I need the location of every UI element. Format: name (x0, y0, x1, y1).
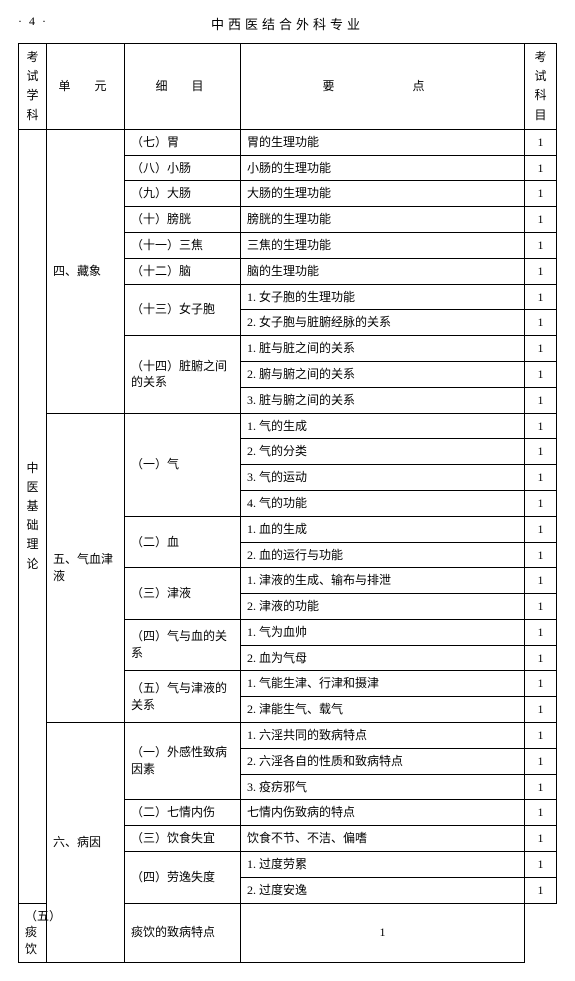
detail-cell: （十一）三焦 (125, 232, 241, 258)
kemu-cell: 1 (525, 413, 557, 439)
unit-cell: 五、气血津液 (47, 413, 125, 723)
point-cell: 1. 气的生成 (241, 413, 525, 439)
kemu-cell: 1 (525, 877, 557, 903)
point-cell: 1. 六淫共同的致病特点 (241, 723, 525, 749)
kemu-cell: 1 (525, 387, 557, 413)
detail-cell: （十四）脏腑之间的关系 (125, 336, 241, 413)
kemu-cell: 1 (525, 542, 557, 568)
point-cell: 痰饮的致病特点 (125, 903, 241, 962)
point-cell: 1. 女子胞的生理功能 (241, 284, 525, 310)
table-row: 六、病因 （一）外感性致病因素 1. 六淫共同的致病特点 1 (19, 723, 557, 749)
subject-cell: 中医基础理论 (19, 129, 47, 903)
point-cell: 1. 过度劳累 (241, 852, 525, 878)
kemu-cell: 1 (525, 516, 557, 542)
detail-cell: （七）胃 (125, 129, 241, 155)
kemu-cell: 1 (525, 774, 557, 800)
point-cell: 3. 脏与腑之间的关系 (241, 387, 525, 413)
detail-cell: （二）七情内伤 (125, 800, 241, 826)
point-cell: 2. 过度安逸 (241, 877, 525, 903)
kemu-cell: 1 (525, 439, 557, 465)
kemu-cell: 1 (525, 155, 557, 181)
point-cell: 3. 疫疠邪气 (241, 774, 525, 800)
point-cell: 2. 六淫各自的性质和致病特点 (241, 748, 525, 774)
kemu-cell: 1 (525, 490, 557, 516)
kemu-cell: 1 (525, 465, 557, 491)
point-cell: 2. 气的分类 (241, 439, 525, 465)
point-cell: 2. 血的运行与功能 (241, 542, 525, 568)
kemu-cell: 1 (525, 800, 557, 826)
col-header-kemu: 考试科目 (525, 44, 557, 130)
detail-cell: （三）津液 (125, 568, 241, 620)
detail-cell: （五）痰饮 (19, 903, 47, 962)
point-cell: 3. 气的运动 (241, 465, 525, 491)
point-cell: 脑的生理功能 (241, 258, 525, 284)
point-cell: 饮食不节、不洁、偏嗜 (241, 826, 525, 852)
table-row: 五、气血津液 （一）气 1. 气的生成 1 (19, 413, 557, 439)
page-title: 中西医结合外科专业 (211, 17, 364, 32)
point-cell: 1. 气能生津、行津和摄津 (241, 671, 525, 697)
point-cell: 4. 气的功能 (241, 490, 525, 516)
kemu-cell: 1 (525, 619, 557, 645)
col-header-unit: 单 元 (47, 44, 125, 130)
unit-cell: 四、藏象 (47, 129, 125, 413)
detail-cell: （九）大肠 (125, 181, 241, 207)
kemu-cell: 1 (525, 181, 557, 207)
detail-cell: （四）劳逸失度 (125, 852, 241, 904)
page-number: · 4 · (18, 14, 48, 29)
point-cell: 胃的生理功能 (241, 129, 525, 155)
point-cell: 2. 津液的功能 (241, 594, 525, 620)
kemu-cell: 1 (525, 671, 557, 697)
point-cell: 2. 血为气母 (241, 645, 525, 671)
kemu-cell: 1 (525, 852, 557, 878)
detail-cell: （三）饮食失宜 (125, 826, 241, 852)
detail-cell: （十三）女子胞 (125, 284, 241, 336)
kemu-cell: 1 (525, 310, 557, 336)
kemu-cell: 1 (525, 748, 557, 774)
detail-cell: （十）膀胱 (125, 207, 241, 233)
kemu-cell: 1 (525, 568, 557, 594)
point-cell: 1. 脏与脏之间的关系 (241, 336, 525, 362)
kemu-cell: 1 (525, 232, 557, 258)
kemu-cell: 1 (525, 645, 557, 671)
kemu-cell: 1 (525, 723, 557, 749)
table-header-row: 考试学科 单 元 细 目 要 点 考试科目 (19, 44, 557, 130)
col-header-subject: 考试学科 (19, 44, 47, 130)
detail-cell: （五）气与津液的关系 (125, 671, 241, 723)
page-header: · 4 · 中西医结合外科专业 (18, 14, 557, 33)
detail-cell: （二）血 (125, 516, 241, 568)
kemu-cell: 1 (525, 826, 557, 852)
kemu-cell: 1 (525, 129, 557, 155)
kemu-cell: 1 (525, 258, 557, 284)
kemu-cell: 1 (525, 336, 557, 362)
col-header-detail: 细 目 (125, 44, 241, 130)
point-cell: 膀胱的生理功能 (241, 207, 525, 233)
detail-cell: （四）气与血的关系 (125, 619, 241, 671)
point-cell: 2. 津能生气、载气 (241, 697, 525, 723)
unit-cell: 六、病因 (47, 723, 125, 963)
point-cell: 1. 血的生成 (241, 516, 525, 542)
point-cell: 1. 气为血帅 (241, 619, 525, 645)
table-row: 中医基础理论 四、藏象 （七）胃 胃的生理功能 1 (19, 129, 557, 155)
point-cell: 三焦的生理功能 (241, 232, 525, 258)
kemu-cell: 1 (525, 697, 557, 723)
point-cell: 2. 女子胞与脏腑经脉的关系 (241, 310, 525, 336)
detail-cell: （一）气 (125, 413, 241, 516)
point-cell: 大肠的生理功能 (241, 181, 525, 207)
point-cell: 2. 腑与腑之间的关系 (241, 361, 525, 387)
point-cell: 小肠的生理功能 (241, 155, 525, 181)
detail-cell: （十二）脑 (125, 258, 241, 284)
kemu-cell: 1 (525, 361, 557, 387)
point-cell: 七情内伤致病的特点 (241, 800, 525, 826)
col-header-point: 要 点 (241, 44, 525, 130)
kemu-cell: 1 (525, 284, 557, 310)
kemu-cell: 1 (241, 903, 525, 962)
kemu-cell: 1 (525, 594, 557, 620)
detail-cell: （八）小肠 (125, 155, 241, 181)
point-cell: 1. 津液的生成、输布与排泄 (241, 568, 525, 594)
detail-cell: （一）外感性致病因素 (125, 723, 241, 800)
syllabus-table: 考试学科 单 元 细 目 要 点 考试科目 中医基础理论 四、藏象 （七）胃 胃… (18, 43, 557, 963)
kemu-cell: 1 (525, 207, 557, 233)
